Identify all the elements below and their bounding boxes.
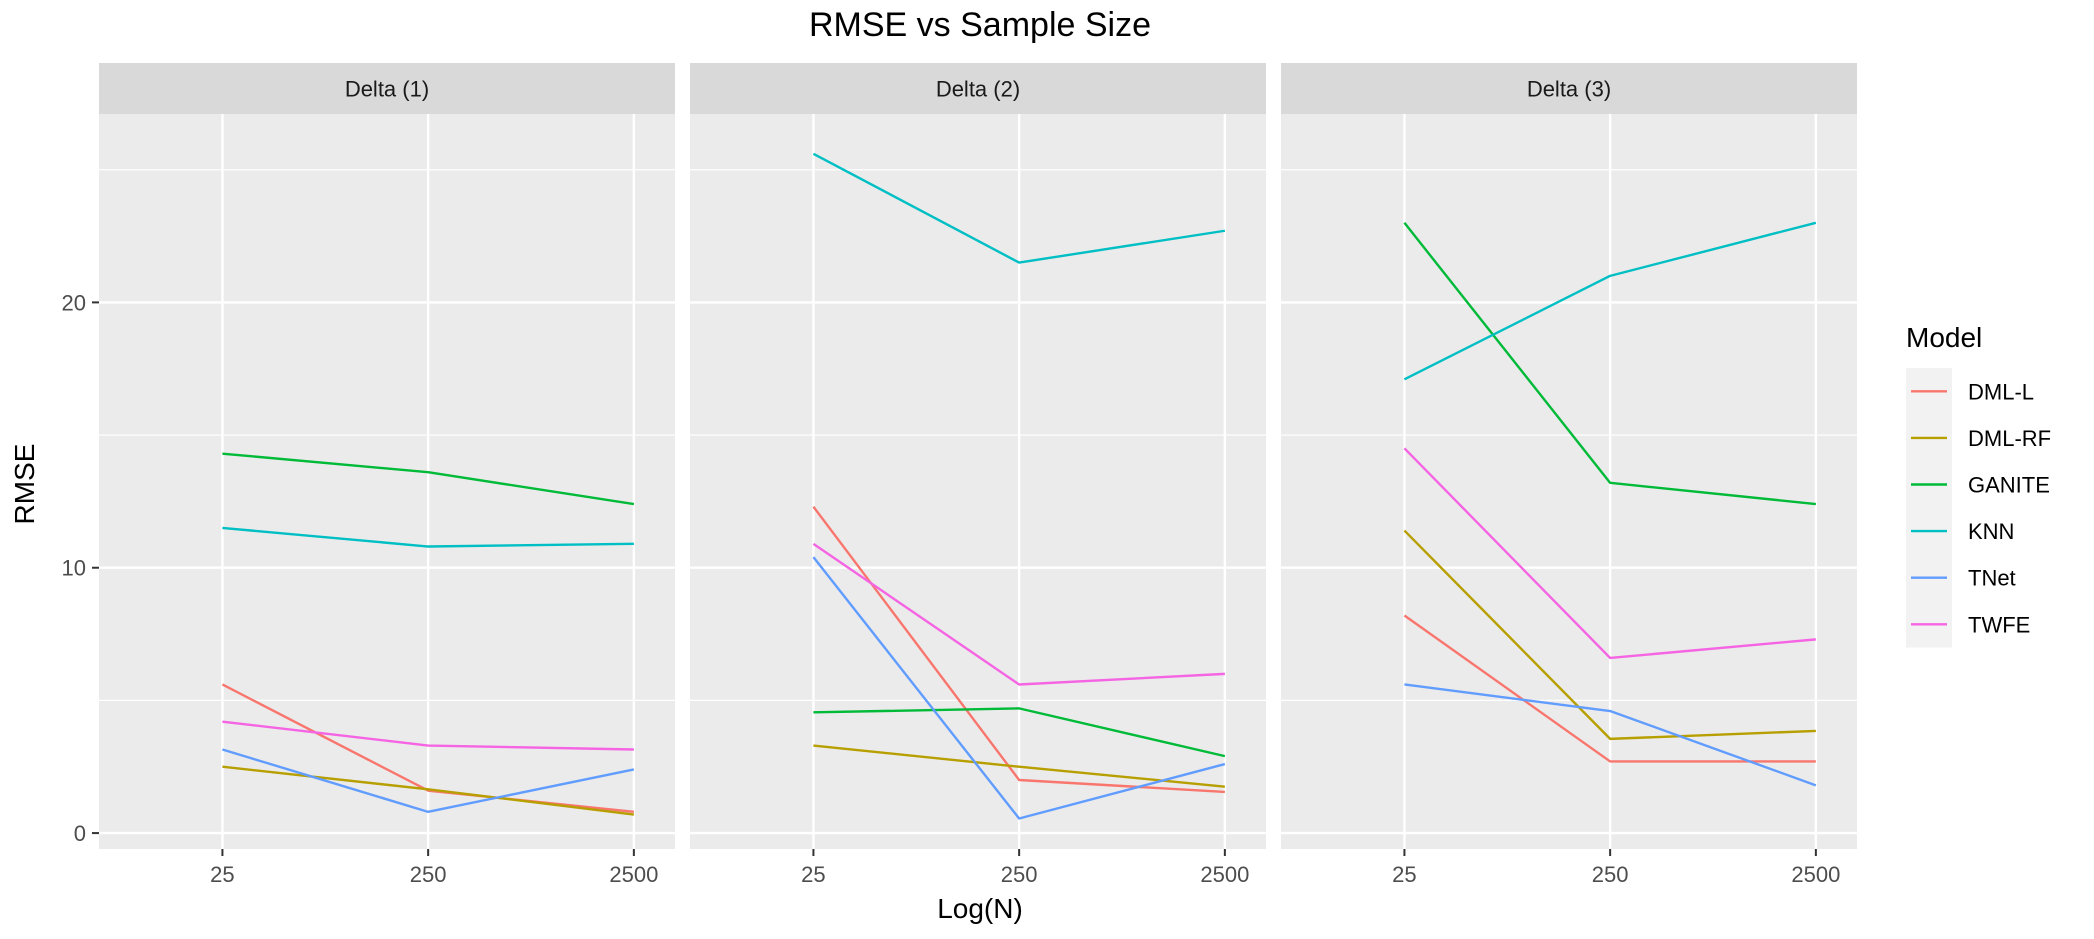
legend-label: DML-RF bbox=[1968, 426, 2051, 451]
legend-label: DML-L bbox=[1968, 379, 2034, 404]
facet-strip bbox=[99, 63, 675, 114]
y-tick-label: 0 bbox=[74, 821, 86, 846]
series-line-dml-l bbox=[221, 683, 634, 814]
facet-strip bbox=[690, 63, 1266, 114]
series-line-dml-rf bbox=[1403, 529, 1816, 741]
series-line-tnet bbox=[1404, 683, 1817, 787]
facet-label: Delta (1) bbox=[345, 77, 429, 102]
facet-strip bbox=[1281, 63, 1857, 114]
legend-label: TWFE bbox=[1968, 612, 2030, 637]
x-tick-label: 25 bbox=[801, 862, 825, 887]
series-line-twfe bbox=[222, 720, 634, 751]
x-tick-label: 2500 bbox=[1200, 862, 1249, 887]
y-tick-label: 20 bbox=[62, 290, 86, 315]
legend-item-dml-rf: DML-RF bbox=[1911, 426, 2051, 451]
facet-panel-1: Delta (1) 25 250 2500 bbox=[99, 63, 675, 887]
legend-label: GANITE bbox=[1968, 473, 2050, 498]
facet-label: Delta (3) bbox=[1527, 77, 1611, 102]
legend-item-dml-l: DML-L bbox=[1911, 379, 2034, 404]
legend-title: Model bbox=[1906, 322, 1982, 353]
series-line-ganite bbox=[813, 707, 1226, 758]
panel-background bbox=[99, 114, 675, 849]
panel-background bbox=[690, 114, 1266, 849]
y-axis-label: RMSE bbox=[9, 444, 40, 525]
legend-label: KNN bbox=[1968, 519, 2014, 544]
legend: Model DML-L DML-RF GANITE KNN TNet TWFE bbox=[1906, 322, 2051, 648]
series-line-dml-l bbox=[812, 505, 1225, 794]
x-tick-label: 250 bbox=[1592, 862, 1629, 887]
x-tick-label: 2500 bbox=[1791, 862, 1840, 887]
legend-label: TNet bbox=[1968, 566, 2016, 591]
series-line-knn bbox=[222, 526, 634, 548]
series-line-ganite bbox=[222, 452, 635, 506]
legend-item-twfe: TWFE bbox=[1911, 612, 2030, 637]
x-tick-label: 25 bbox=[210, 862, 234, 887]
panel-background bbox=[1281, 114, 1857, 849]
series-line-tnet bbox=[222, 748, 635, 814]
x-tick-label: 250 bbox=[410, 862, 447, 887]
facet-label: Delta (2) bbox=[936, 77, 1020, 102]
x-axis-label: Log(N) bbox=[937, 893, 1023, 924]
y-axis: 0 10 20 bbox=[62, 290, 99, 846]
series-line-knn bbox=[812, 152, 1226, 264]
legend-item-tnet: TNet bbox=[1911, 566, 2016, 591]
x-tick-label: 25 bbox=[1392, 862, 1416, 887]
legend-item-knn: KNN bbox=[1911, 519, 2014, 544]
series-line-twfe bbox=[1403, 447, 1816, 660]
facet-panel-3: Delta (3) 25 250 2500 bbox=[1281, 63, 1857, 887]
y-tick-label: 10 bbox=[62, 556, 86, 581]
chart-title: RMSE vs Sample Size bbox=[809, 6, 1151, 44]
series-line-twfe bbox=[812, 542, 1225, 686]
x-tick-label: 2500 bbox=[609, 862, 658, 887]
legend-item-ganite: GANITE bbox=[1911, 473, 2050, 498]
legend-key-background bbox=[1906, 368, 1952, 648]
facet-panel-2: Delta (2) 25 250 2500 bbox=[690, 63, 1266, 887]
series-line-ganite bbox=[1403, 222, 1816, 506]
series-line-knn bbox=[1403, 221, 1817, 381]
x-tick-label: 250 bbox=[1001, 862, 1038, 887]
series-line-tnet bbox=[812, 556, 1226, 820]
series-line-dml-rf bbox=[222, 765, 635, 816]
series-line-dml-rf bbox=[813, 744, 1225, 788]
